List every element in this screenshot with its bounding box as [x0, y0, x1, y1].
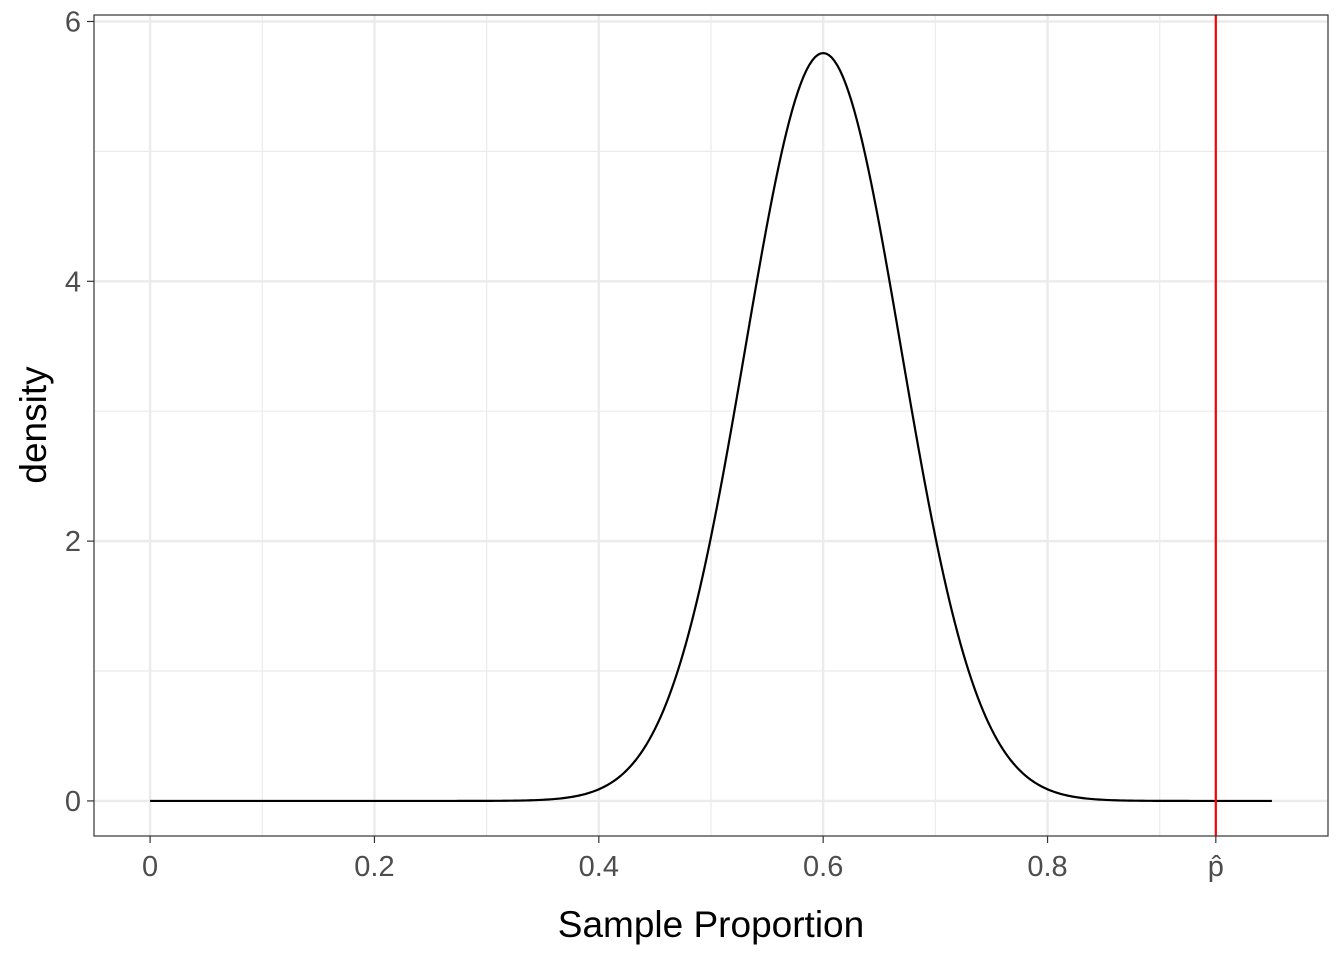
x-axis-ticks: 0 0.2 0.4 0.6 0.8 p̂	[142, 836, 1224, 883]
x-tick-label: 0.6	[803, 851, 843, 883]
minor-gridlines	[94, 15, 1328, 836]
plot-border	[93, 14, 1329, 837]
x-axis-title: Sample Proportion	[558, 904, 864, 945]
y-axis-ticks: 0 2 4 6	[65, 6, 94, 818]
x-tick-label: 0.4	[579, 851, 619, 883]
y-tick-label: 4	[65, 266, 81, 298]
y-tick-label: 2	[65, 526, 81, 558]
y-tick-label: 6	[65, 6, 81, 38]
y-axis-title: density	[13, 366, 54, 484]
x-tick-label: 0	[142, 851, 158, 883]
density-curve	[150, 51, 1272, 803]
x-tick-label: 0.8	[1027, 851, 1067, 883]
x-tick-label: 0.2	[354, 851, 394, 883]
x-tick-label: p̂	[1208, 851, 1224, 883]
y-tick-label: 0	[65, 786, 81, 818]
